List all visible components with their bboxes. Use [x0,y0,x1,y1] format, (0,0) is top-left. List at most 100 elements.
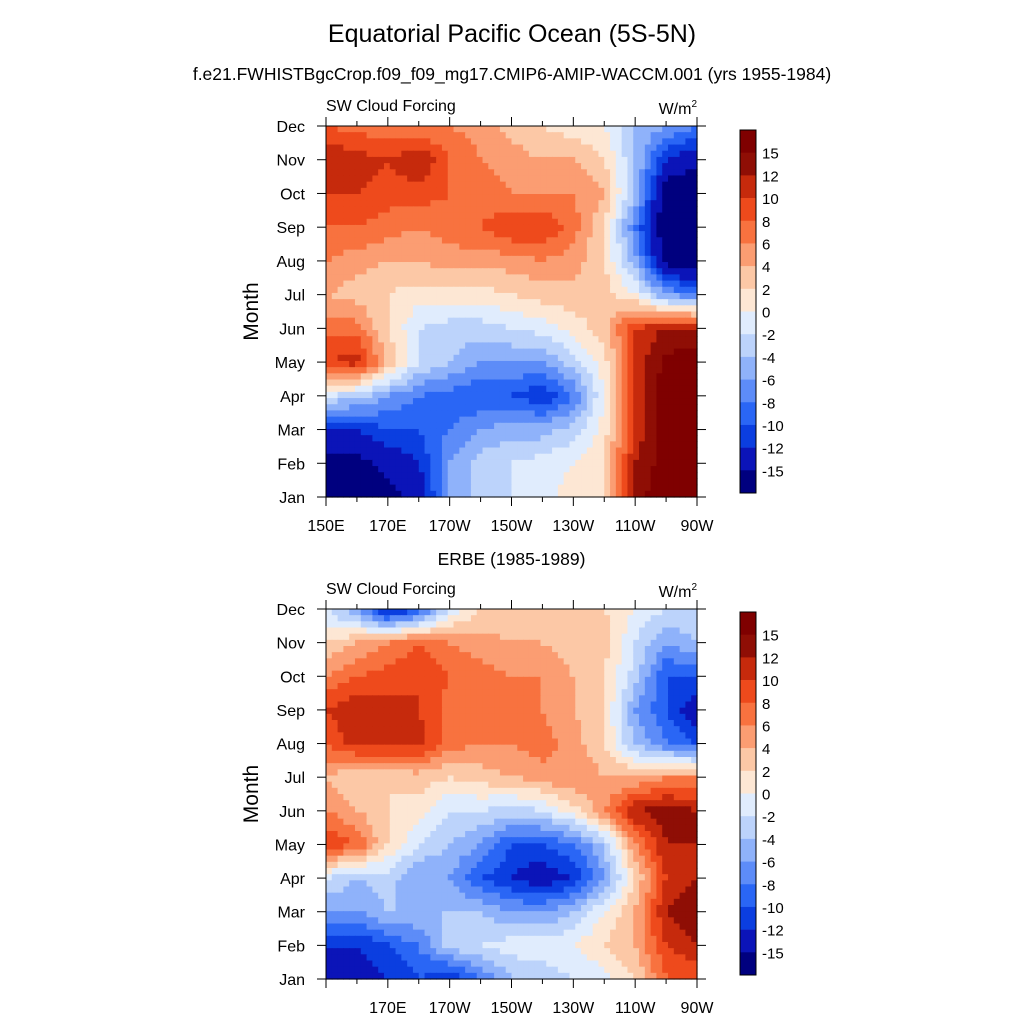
heatmap-cell [354,224,362,232]
heatmap-cell [673,311,681,319]
heatmap-cell [494,360,501,368]
heatmap-cell [494,224,501,232]
heatmap-cell [337,428,344,436]
heatmap-cell [430,299,437,306]
heatmap-cell [563,299,571,306]
heatmap-cell [326,707,333,715]
heatmap-cell [401,670,408,678]
heatmap-cell [430,695,437,703]
heatmap-cell [401,194,408,201]
heatmap-cell [465,435,472,442]
heatmap-cell [523,231,530,238]
heatmap-cell [482,367,489,374]
heatmap-cell [534,453,542,461]
heatmap-cell [627,472,634,480]
heatmap-cell [430,274,437,282]
heatmap-cell [656,398,663,405]
heatmap-cell [412,200,420,207]
heatmap-cell [517,466,524,473]
heatmap-cell [569,490,576,498]
heatmap-cell [366,646,373,653]
heatmap-cell [441,292,449,300]
heatmap-cell [395,286,402,294]
heatmap-cell [424,639,431,647]
heatmap-cell [482,286,489,294]
heatmap-cell [586,175,594,183]
heatmap-cell [488,224,495,232]
heatmap-cell [633,676,640,684]
heatmap-cell [662,459,669,467]
heatmap-cell [615,175,623,183]
heatmap-cell [430,268,437,275]
heatmap-cell [627,144,634,152]
heatmap-cell [389,428,397,436]
heatmap-cell [494,311,501,319]
heatmap-cell [621,615,629,622]
heatmap-cell [465,169,472,177]
x-tick-label: 150E [307,518,344,535]
heatmap-cell [470,627,478,635]
heatmap-cell [691,441,698,449]
heatmap-cell [453,646,460,653]
heatmap-cell [557,323,565,331]
heatmap-cell [343,206,350,214]
heatmap-cell [412,126,420,133]
heatmap-cell [575,478,582,486]
heatmap-cell [418,323,426,331]
heatmap-cell [644,447,652,455]
heatmap-cell [691,336,698,344]
x-tick-label: 150W [491,518,534,535]
heatmap-cell [679,163,687,170]
heatmap-cell [662,373,669,381]
heatmap-cell [673,305,681,313]
heatmap-cell [447,615,455,622]
heatmap-cell [615,187,623,195]
heatmap-cell [621,385,629,393]
heatmap-cell [349,428,356,436]
heatmap-cell [668,132,675,139]
heatmap-cell [395,621,402,629]
heatmap-cell [418,441,426,449]
heatmap-cell [691,615,698,622]
heatmap-cell [604,621,611,629]
heatmap-cell [395,305,402,313]
heatmap-cell [569,652,576,659]
heatmap-cell [673,292,681,300]
heatmap-cell [604,243,611,251]
heatmap-cell [459,342,466,350]
heatmap-cell [528,323,536,331]
heatmap-cell [592,305,600,313]
heatmap-cell [383,342,391,350]
heatmap-cell [499,639,507,647]
heatmap-cell [685,633,692,641]
heatmap-cell [615,138,623,146]
heatmap-cell [499,348,507,356]
heatmap-cell [569,466,576,473]
heatmap-cell [482,231,489,238]
heatmap-cell [424,646,431,653]
heatmap-cell [499,441,507,449]
heatmap-cell [563,187,571,195]
heatmap-cell [586,144,594,152]
heatmap-cell [592,206,600,214]
heatmap-cell [592,243,600,251]
heatmap-cell [575,664,582,672]
heatmap-cell [372,447,379,455]
heatmap-cell [447,342,455,350]
heatmap-cell [627,701,634,709]
heatmap-cell [401,163,408,170]
heatmap-cell [424,181,431,189]
heatmap-cell [644,231,652,238]
heatmap-cell [517,379,524,387]
heatmap-cell [383,707,391,715]
heatmap-cell [575,633,582,641]
heatmap-cell [604,255,611,263]
heatmap-cell [575,435,582,442]
heatmap-cell [586,391,594,399]
colorbar-swatch [740,311,756,335]
heatmap-cell [326,652,333,659]
heatmap-cell [604,200,611,207]
heatmap-cell [505,305,513,313]
heatmap-cell [372,150,379,158]
heatmap-cell [528,231,536,238]
